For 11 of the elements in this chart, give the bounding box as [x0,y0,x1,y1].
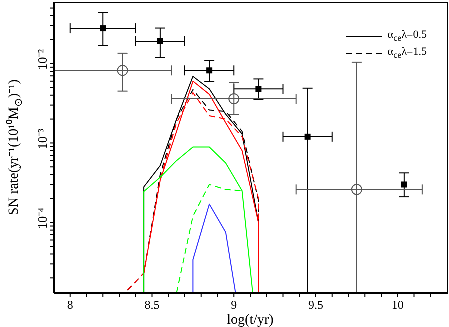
x-tick-label: 9.5 [308,298,324,312]
legend-label: α$_{ce}$λ=0.5 [388,28,427,46]
x-tick-label: 8.5 [144,298,160,312]
y-tick-label: 10⁻³ [34,128,50,150]
y-tick-label: 10⁻² [34,49,50,70]
x-tick-label: 9 [231,298,238,312]
legend-label: α$_{ce}$λ=1.5 [388,45,427,62]
y-tick-label: 10⁻⁴ [34,207,50,230]
x-axis-title: log(t/yr) [227,313,274,327]
x-tick-label: 8 [67,298,74,312]
x-tick-label: 10 [392,298,404,312]
